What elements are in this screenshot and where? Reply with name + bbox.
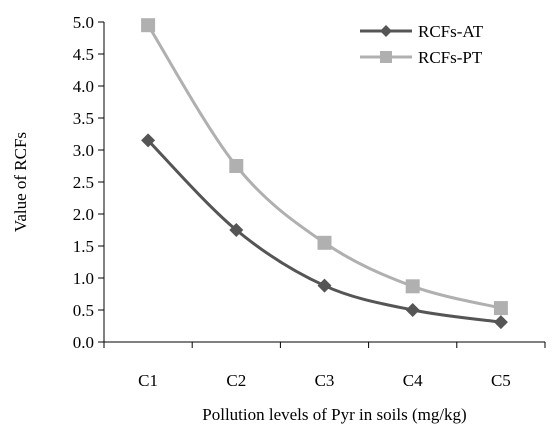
x-tick-label: C3 <box>315 371 335 390</box>
y-tick-label: 5.0 <box>73 13 94 32</box>
data-point <box>141 133 156 148</box>
x-tick-label: C4 <box>403 371 423 390</box>
y-tick-label: 4.0 <box>73 77 94 96</box>
series-layer <box>141 18 508 330</box>
x-ticks: C1 C2 C3 C4 C5 <box>103 342 546 390</box>
series-rcfs-at <box>141 133 508 330</box>
axes: 0.0 0.5 1.0 1.5 2.0 2.5 3.0 3.5 4.0 4.5 5.0 C1 C2 C3… <box>73 13 546 390</box>
y-axis-title: Value of RCFs <box>11 132 30 232</box>
legend-item: RCFs-PT <box>360 48 483 67</box>
y-tick-label: 3.0 <box>73 141 94 160</box>
y-tick-label: 2.0 <box>73 205 94 224</box>
series-line <box>146 24 502 310</box>
legend-item: RCFs-AT <box>360 22 484 41</box>
y-tick-label: 1.0 <box>73 269 94 288</box>
y-tick-label: 2.5 <box>73 173 94 192</box>
y-tick-label: 4.5 <box>73 45 94 64</box>
x-tick-label: C2 <box>226 371 246 390</box>
data-point <box>405 279 420 294</box>
legend-label: RCFs-AT <box>418 22 484 41</box>
legend-marker <box>380 51 392 63</box>
x-tick-label: C5 <box>491 371 511 390</box>
y-tick-label: 0.0 <box>73 333 94 352</box>
data-point <box>317 278 332 293</box>
data-point <box>317 235 332 250</box>
data-point <box>405 303 420 317</box>
legend-marker <box>380 25 392 37</box>
legend: RCFs-AT RCFs-PT <box>360 22 484 67</box>
y-tick-label: 1.5 <box>73 237 94 256</box>
data-point <box>141 18 156 33</box>
data-point <box>493 315 508 330</box>
data-point <box>493 301 508 316</box>
legend-label: RCFs-PT <box>418 48 483 67</box>
x-axis-title: Pollution levels of Pyr in soils (mg/kg) <box>202 405 466 424</box>
series-line <box>147 139 502 324</box>
y-tick-label: 0.5 <box>73 301 94 320</box>
y-tick-label: 3.5 <box>73 109 94 128</box>
y-ticks: 0.0 0.5 1.0 1.5 2.0 2.5 3.0 3.5 4.0 4.5 5.0 <box>73 13 104 352</box>
data-point <box>229 223 244 237</box>
data-point <box>229 159 244 173</box>
x-tick-label: C1 <box>138 371 158 390</box>
series-rcfs-pt <box>141 18 508 316</box>
